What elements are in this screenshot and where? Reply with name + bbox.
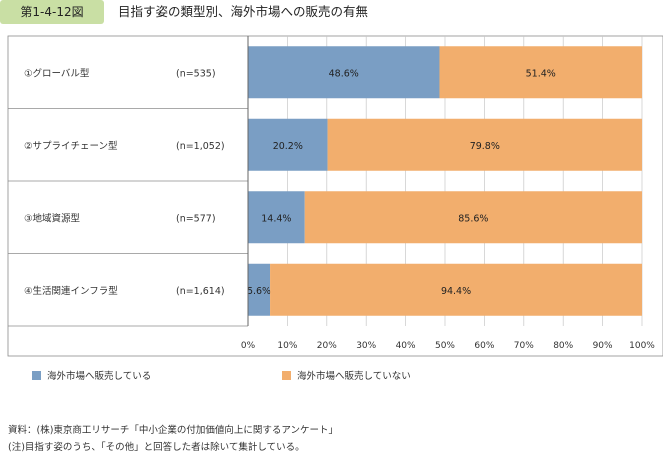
x-tick-label: 100% <box>629 341 655 351</box>
data-label: 79.8% <box>470 141 500 152</box>
data-label: 20.2% <box>273 141 303 152</box>
category-rows: ①グローバル型 (n=535) ②サプライチェーン型 (n=1,052) ③地域資源型 (… <box>8 67 248 327</box>
data-label: 48.6% <box>329 68 359 79</box>
legend-label-not-sell: 海外市場へ販売していない <box>297 371 411 382</box>
data-label: 5.6% <box>247 286 271 297</box>
x-tick-label: 40% <box>396 341 416 351</box>
data-label: 51.4% <box>526 68 556 79</box>
data-label: 14.4% <box>261 213 291 224</box>
data-label: 85.6% <box>458 213 488 224</box>
legend-swatch-not-sell <box>282 371 291 380</box>
x-tick-label: 20% <box>317 341 337 351</box>
bar-segment-sell <box>248 191 305 244</box>
legend-item-sell: 海外市場へ販売している <box>32 369 151 385</box>
x-tick-label: 80% <box>553 341 573 351</box>
sample-size-label: (n=1,052) <box>176 141 225 152</box>
x-tick-label: 10% <box>277 341 297 351</box>
x-tick-label: 70% <box>514 341 534 351</box>
chart-frame <box>7 35 663 357</box>
x-tick-label: 90% <box>593 341 613 351</box>
x-axis-ticks: 0% 10% 20% 30% 40% 50% 60% 70% 80% 90% 100% <box>241 341 655 351</box>
figure-title: 目指す姿の類型別、海外市場への販売の有無 <box>118 4 369 19</box>
x-tick-label: 30% <box>356 341 376 351</box>
figure-header: 第1-4-12図 目指す姿の類型別、海外市場への販売の有無 <box>0 0 663 26</box>
bar-segment-not-sell <box>439 46 642 99</box>
sample-size-label: (n=1,614) <box>176 286 225 297</box>
legend-label-sell: 海外市場へ販売している <box>47 371 152 382</box>
bar-segment-sell <box>248 46 440 99</box>
source-line: 資料：(株)東京商工リサーチ「中小企業の付加価値向上に関するアンケート」 <box>8 425 339 436</box>
source-notes: 資料：(株)東京商工リサーチ「中小企業の付加価値向上に関するアンケート」 (注)… <box>8 422 338 456</box>
category-label: ④生活関連インフラ型 <box>24 285 118 297</box>
note-line: (注)目指す姿のうち、「その他」と回答した者は除いて集計している。 <box>8 442 305 453</box>
category-label: ③地域資源型 <box>24 212 81 224</box>
bar-segment-sell <box>248 118 328 171</box>
category-label: ②サプライチェーン型 <box>24 141 118 152</box>
data-label: 94.4% <box>441 286 471 297</box>
bar-segment-not-sell <box>327 118 642 171</box>
legend-item-not-sell: 海外市場へ販売していない <box>282 369 411 385</box>
sample-size-label: (n=577) <box>176 213 216 224</box>
sample-size-label: (n=535) <box>176 68 216 79</box>
bar-segment-not-sell <box>270 263 642 316</box>
bar-segment-sell <box>248 263 271 316</box>
bars: 48.6% 51.4% 20.2% 79.8% 14.4% 85.6% 5.6% 94.4% <box>247 46 642 316</box>
bar-segment-not-sell <box>304 191 642 244</box>
x-tick-label: 60% <box>474 341 494 351</box>
x-tick-label: 50% <box>435 341 455 351</box>
legend-swatch-sell <box>32 371 41 380</box>
figure-number-badge: 第1-4-12図 <box>0 0 104 24</box>
x-tick-label: 0% <box>241 341 256 351</box>
category-label: ①グローバル型 <box>24 67 90 79</box>
